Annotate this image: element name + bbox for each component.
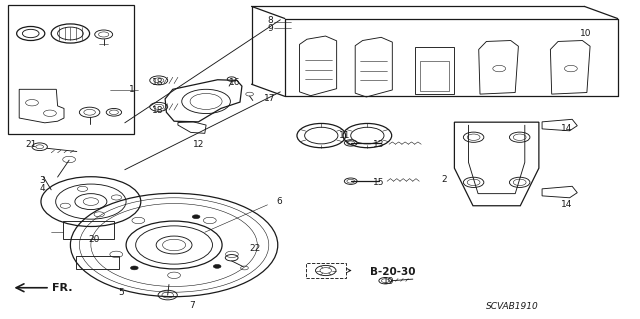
Text: 12: 12 xyxy=(193,140,205,149)
Text: SCVAB1910: SCVAB1910 xyxy=(486,302,538,311)
Text: 20: 20 xyxy=(88,235,100,244)
Text: 9: 9 xyxy=(268,24,273,33)
Text: 14: 14 xyxy=(561,124,573,133)
Text: 15: 15 xyxy=(372,178,384,187)
Bar xyxy=(306,263,346,278)
Text: FR.: FR. xyxy=(52,283,73,293)
Text: 6: 6 xyxy=(276,197,282,206)
Bar xyxy=(76,256,119,269)
Text: 18: 18 xyxy=(152,78,164,87)
Text: 21: 21 xyxy=(26,140,37,149)
Text: B-20-30: B-20-30 xyxy=(370,267,415,277)
Text: 5: 5 xyxy=(118,288,124,297)
Text: 14: 14 xyxy=(561,200,573,209)
Text: 13: 13 xyxy=(372,140,384,149)
Bar xyxy=(420,61,449,91)
Text: 4: 4 xyxy=(40,184,45,193)
Text: 18: 18 xyxy=(152,106,164,115)
Circle shape xyxy=(213,264,221,268)
Text: 8: 8 xyxy=(268,16,273,25)
Text: 2: 2 xyxy=(442,175,447,184)
Circle shape xyxy=(131,266,138,270)
Text: 22: 22 xyxy=(250,244,261,253)
Bar xyxy=(8,5,134,134)
Text: 10: 10 xyxy=(580,29,591,38)
Bar xyxy=(63,221,114,239)
Text: 17: 17 xyxy=(264,94,275,103)
Text: 1: 1 xyxy=(129,85,135,94)
Text: 16: 16 xyxy=(229,78,241,87)
Text: 19: 19 xyxy=(383,277,394,286)
Circle shape xyxy=(192,215,200,219)
Bar xyxy=(415,47,454,94)
Text: 7: 7 xyxy=(189,301,195,310)
Text: 3: 3 xyxy=(40,176,45,185)
Text: 11: 11 xyxy=(339,131,351,140)
